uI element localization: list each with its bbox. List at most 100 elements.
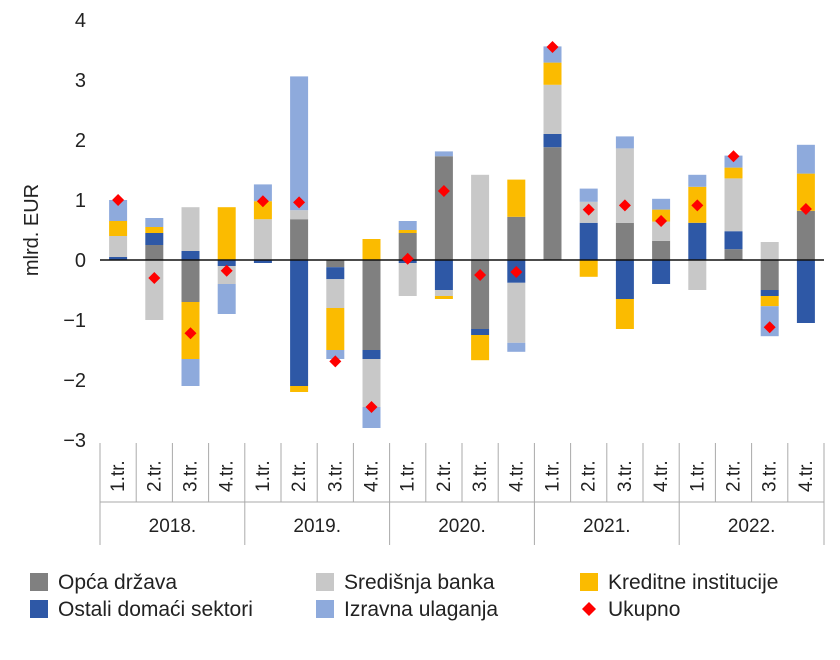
bar-segment [543,62,562,85]
bar-segment [434,260,453,290]
bar-segment [145,233,164,245]
legend-label: Izravna ulaganja [344,598,498,621]
total-marker [546,41,559,53]
x-tick-label: 4.tr. [217,460,238,492]
x-axis: 1.tr. 2.tr. 3.tr. 4.tr. 1.tr. 2.tr. 3.tr. 4.tr.… [99,443,825,545]
total-marker [112,194,125,206]
bar-segment [362,350,381,359]
bar-segment [724,178,743,232]
x-tick-label: 4.tr. [362,460,383,492]
y-axis-label: mlrd. EUR [21,184,43,276]
total-marker [763,321,776,334]
y-axis-label-group: mlrd. EUR [21,184,43,276]
bar-segment [796,260,815,323]
total-marker [401,252,414,265]
y-tick-label: −1 [63,310,86,332]
y-tick-label: 2 [75,130,86,152]
year-label: 2018. [149,516,197,537]
legend-swatch [316,600,334,618]
y-axis-ticks: −3 −2 −1 0 1 2 3 4 [63,10,86,452]
bar-segment [507,216,526,260]
bar-segment [253,260,272,263]
bar-segment [253,201,272,220]
legend-swatch [30,600,48,618]
bar-segment [760,260,779,290]
legend-label: Ostali domaći sektori [58,598,253,621]
bar-segment [615,260,634,299]
total-marker [437,185,450,197]
total-marker [618,199,631,212]
legend: Opća država Središnja banka Kreditne insti… [30,571,778,621]
x-tick-label: 2.tr. [724,460,745,492]
x-tick-label: 1.tr. [398,460,419,492]
bar-segment [724,167,743,179]
total-marker [727,150,740,163]
year-label: 2022. [728,516,776,537]
bar-segment [507,179,526,217]
bar-segment [724,249,743,260]
bar-segment [543,84,562,134]
total-marker [329,355,342,368]
bar-segment [471,174,490,260]
bar-segment [688,260,707,290]
y-tick-label: −2 [63,370,86,392]
bar-segment [290,76,309,211]
x-tick-label: 4.tr. [796,460,817,492]
bar-segment [652,221,671,241]
bar-segment [507,282,526,343]
bar-segment [326,267,345,280]
bar-segment [362,359,381,407]
total-marker [220,264,233,277]
total-marker [655,215,668,227]
x-tick-label: 2.tr. [434,460,455,492]
legend-swatch [30,573,48,591]
bar-segment [145,218,164,227]
bar-segment [145,260,164,320]
bar-segment [543,46,562,63]
bar-segment [217,284,236,314]
legend-swatch [580,573,598,591]
bar-segment [362,407,381,428]
bar-segment [724,231,743,250]
bar-segment [434,151,453,157]
x-tick-label: 1.tr. [687,460,708,492]
total-marker [510,266,523,278]
bar-segment [362,239,381,260]
total-marker [256,195,269,208]
bar-segment [615,136,634,149]
bar-segment [326,279,345,308]
bar-segment [109,200,128,221]
bar-segment [543,134,562,148]
total-marker [799,203,812,215]
bar-segment [796,173,815,211]
bar-segment [145,227,164,233]
total-marker [365,401,378,413]
bar-segment [398,233,417,260]
x-tick-label: 3.tr. [760,460,781,492]
bar-segment [217,207,236,260]
bar-segment [181,260,200,302]
bar-segment [652,240,671,260]
bar-segment [434,290,453,296]
y-tick-label: −3 [63,430,86,452]
legend-label: Kreditne institucije [608,571,778,594]
x-tick-label: 3.tr. [470,460,491,492]
x-tick-label: 3.tr. [615,460,636,492]
y-tick-label: 1 [75,190,86,212]
bar-segment [615,222,634,260]
bar-segment [796,144,815,174]
total-marker [582,203,595,216]
bar-series [109,46,815,428]
x-tick-label: 2.tr. [289,460,310,492]
total-marker [691,199,704,212]
bar-segment [398,263,417,296]
bar-segment [217,260,236,266]
bar-segment [471,260,490,329]
legend-swatch [316,573,334,591]
bar-segment [579,222,598,260]
bar-segment [796,210,815,260]
bar-segment [543,147,562,260]
bar-segment [760,296,779,307]
bar-segment [615,299,634,329]
